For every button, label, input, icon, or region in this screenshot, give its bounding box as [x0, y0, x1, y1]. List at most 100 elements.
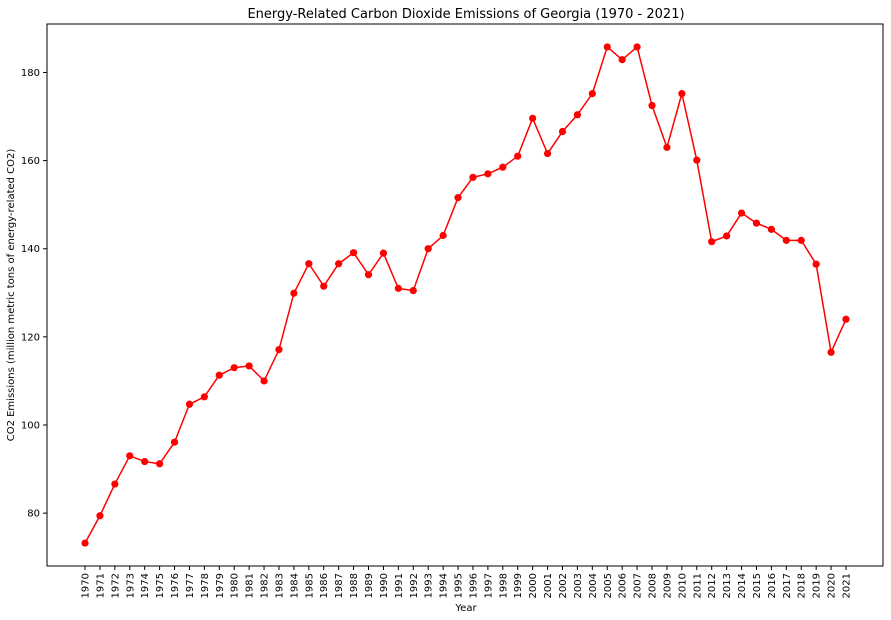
x-tick-label: 2006: [618, 573, 629, 598]
x-tick-label: 1979: [215, 573, 226, 598]
x-tick-label: 2018: [797, 573, 808, 598]
data-point: [335, 260, 343, 268]
x-tick-label: 1970: [81, 573, 92, 598]
data-point: [648, 101, 656, 110]
data-point: [394, 284, 402, 292]
x-tick-label: 2014: [737, 573, 748, 598]
data-point: [782, 236, 790, 244]
x-tick-label: 2003: [573, 573, 584, 598]
data-point: [618, 56, 626, 64]
x-tick-label: 1996: [468, 573, 479, 598]
x-tick-label: 2013: [722, 573, 733, 598]
x-tick-label: 1999: [513, 573, 524, 598]
series-line: [84, 45, 847, 544]
x-tick-label: 1982: [260, 573, 271, 598]
x-tick-label: 1997: [483, 573, 494, 598]
data-point: [499, 163, 507, 171]
data-point: [290, 289, 298, 297]
x-tick-label: 2016: [767, 573, 778, 598]
x-axis-label: Year: [454, 603, 477, 614]
data-point: [603, 43, 611, 51]
x-tick-label: 1977: [185, 573, 196, 598]
data-point: [156, 460, 164, 468]
x-axis: 1970 1971 1972 1973 1974 1975 1976 1977 1978 1979…: [81, 566, 853, 598]
x-tick-label: 1980: [230, 573, 241, 598]
data-point: [723, 232, 731, 240]
y-tick-label: 180: [21, 68, 40, 79]
data-point: [409, 286, 417, 295]
data-point: [424, 245, 432, 253]
x-tick-label: 2020: [827, 573, 838, 598]
x-tick-label: 1976: [170, 573, 181, 598]
x-tick-label: 2008: [648, 573, 659, 598]
data-point: [454, 194, 462, 202]
data-point: [842, 315, 850, 323]
data-point: [797, 236, 805, 244]
data-point: [379, 249, 388, 257]
x-tick-label: 2021: [842, 573, 853, 598]
y-tick-label: 140: [21, 244, 40, 255]
data-point: [678, 90, 686, 98]
x-tick-label: 1981: [245, 573, 256, 598]
data-point: [693, 156, 701, 164]
x-tick-label: 2010: [677, 573, 688, 598]
x-tick-label: 2019: [812, 573, 823, 598]
x-tick-label: 2000: [528, 573, 539, 598]
data-point: [708, 238, 716, 246]
data-point: [260, 377, 268, 385]
x-tick-label: 1991: [394, 573, 405, 598]
chart-title: Energy-Related Carbon Dioxide Emissions …: [247, 7, 684, 22]
data-point: [439, 231, 447, 240]
x-tick-label: 1983: [274, 573, 285, 598]
x-tick-label: 1971: [95, 573, 106, 598]
data-point: [767, 225, 775, 233]
data-point: [543, 149, 552, 158]
y-axis-label: CO2 Emissions (million metric tons of en…: [6, 149, 17, 442]
x-tick-label: 2004: [588, 573, 599, 598]
y-tick-label: 80: [27, 509, 40, 520]
x-tick-label: 1995: [454, 573, 465, 598]
x-tick-label: 2011: [692, 573, 703, 598]
data-point: [126, 452, 134, 460]
x-tick-label: 1992: [409, 573, 420, 598]
data-point: [111, 480, 119, 488]
data-point: [230, 364, 238, 372]
x-tick-label: 1984: [289, 573, 300, 598]
x-tick-label: 1989: [364, 573, 375, 598]
x-tick-label: 1972: [110, 573, 121, 598]
x-tick-label: 2015: [752, 573, 763, 598]
x-tick-label: 1974: [140, 573, 151, 598]
data-point: [663, 143, 671, 151]
data-point: [170, 438, 179, 446]
data-point: [588, 90, 596, 98]
data-point: [827, 348, 835, 356]
x-tick-label: 1986: [319, 573, 330, 598]
x-tick-label: 1993: [424, 573, 435, 598]
y-axis: 80 100 120 140 160 180: [21, 68, 47, 520]
x-tick-label: 1998: [498, 573, 509, 598]
y-tick-label: 160: [21, 156, 40, 167]
x-tick-label: 2001: [543, 573, 554, 598]
data-point: [200, 393, 208, 401]
x-tick-label: 1975: [155, 573, 166, 598]
data-point: [349, 249, 358, 257]
data-point: [245, 362, 253, 370]
plot-area: [46, 23, 884, 567]
x-tick-label: 2012: [707, 573, 718, 598]
x-tick-label: 1990: [379, 573, 390, 598]
data-point: [469, 173, 477, 181]
x-tick-label: 1987: [334, 573, 345, 598]
data-point: [81, 539, 89, 547]
data-point: [812, 260, 820, 268]
data-point: [633, 43, 641, 51]
x-tick-label: 2009: [662, 573, 673, 598]
y-tick-label: 120: [21, 332, 40, 343]
data-point: [141, 457, 149, 466]
data-point: [529, 114, 537, 122]
x-tick-label: 1985: [304, 573, 315, 598]
data-point: [364, 271, 373, 279]
y-tick-label: 100: [21, 420, 40, 431]
x-tick-label: 2002: [558, 573, 569, 598]
data-point: [305, 260, 313, 268]
